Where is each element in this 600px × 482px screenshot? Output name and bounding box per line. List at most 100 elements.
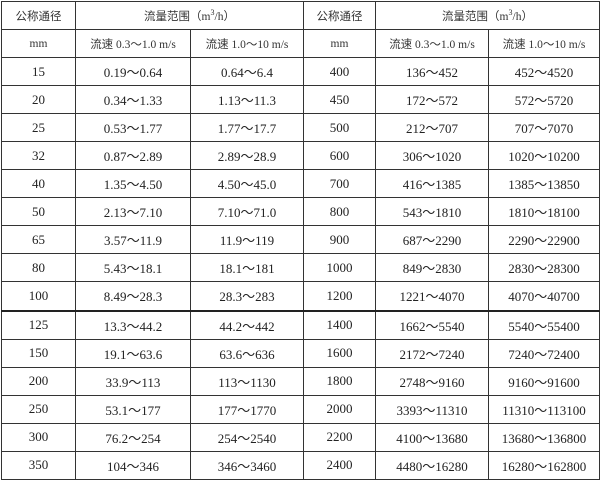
- flow-high-cell: 7.10～71.0: [190, 197, 304, 227]
- flow-high-cell: 572～5720: [488, 85, 600, 115]
- unit-mm-header: mm: [303, 29, 376, 59]
- diameter-cell: 1000: [303, 253, 376, 283]
- flow-high-cell: 18.1～181: [190, 253, 304, 283]
- flow-low-cell: 543～1810: [375, 197, 489, 227]
- diameter-cell: 1200: [303, 281, 376, 312]
- flow-low-cell: 1662～5540: [375, 309, 489, 340]
- velocity-low-header: 流速 0.3～1.0 m/s: [75, 29, 191, 59]
- diameter-cell: 350: [1, 450, 76, 481]
- flow-high-cell: 2290～22900: [488, 225, 600, 255]
- diameter-cell: 600: [303, 141, 376, 171]
- flow-high-cell: 346～3460: [190, 450, 304, 481]
- nominal-diameter-header: 公称通径: [1, 0, 76, 31]
- diameter-cell: 1800: [303, 366, 376, 396]
- flow-high-cell: 5540～55400: [488, 309, 600, 340]
- flow-high-cell: 4070～40700: [488, 281, 600, 312]
- flow-high-cell: 2.89～28.9: [190, 141, 304, 171]
- flow-high-cell: 44.2～442: [190, 309, 304, 340]
- table-row: 150 19.1～63.6 63.6～636 1600 2172～7240 7240～72…: [1, 338, 600, 368]
- flow-low-cell: 2172～7240: [375, 338, 489, 368]
- diameter-cell: 125: [1, 309, 76, 340]
- table-row: 200 33.9～113 113～1130 1800 2748～9160 9160～916…: [1, 366, 600, 396]
- velocity-low-header: 流速 0.3～1.0 m/s: [375, 29, 489, 59]
- diameter-cell: 32: [1, 141, 76, 171]
- table-row: 40 1.35～4.50 4.50～45.0 700 416～1385 1385～1385…: [1, 169, 600, 199]
- diameter-cell: 400: [303, 57, 376, 87]
- flow-high-cell: 1385～13850: [488, 169, 600, 199]
- flow-high-cell: 2830～28300: [488, 253, 600, 283]
- flow-high-cell: 0.64～6.4: [190, 57, 304, 87]
- flow-high-cell: 1.13～11.3: [190, 85, 304, 115]
- flow-low-cell: 849～2830: [375, 253, 489, 283]
- table-row: 32 0.87～2.89 2.89～28.9 600 306～1020 1020～1020…: [1, 141, 600, 171]
- flow-low-cell: 1.35～4.50: [75, 169, 191, 199]
- diameter-cell: 2000: [303, 394, 376, 424]
- flow-low-cell: 136～452: [375, 57, 489, 87]
- flow-low-cell: 8.49～28.3: [75, 281, 191, 312]
- diameter-cell: 250: [1, 394, 76, 424]
- flow-low-cell: 306～1020: [375, 141, 489, 171]
- flow-low-cell: 104～346: [75, 450, 191, 481]
- flow-low-cell: 3393～11310: [375, 394, 489, 424]
- diameter-cell: 40: [1, 169, 76, 199]
- flow-high-cell: 113～1130: [190, 366, 304, 396]
- table-row: 350 104～346 346～3460 2400 4480～16280 16280～16…: [1, 450, 600, 481]
- diameter-cell: 700: [303, 169, 376, 199]
- table-row: 80 5.43～18.1 18.1～181 1000 849～2830 2830～2830…: [1, 253, 600, 283]
- diameter-cell: 2400: [303, 450, 376, 481]
- flow-low-cell: 687～2290: [375, 225, 489, 255]
- table-row: 50 2.13～7.10 7.10～71.0 800 543～1810 1810～1810…: [1, 197, 600, 227]
- flow-low-cell: 1221～4070: [375, 281, 489, 312]
- flow-low-cell: 416～1385: [375, 169, 489, 199]
- flow-high-cell: 11310～113100: [488, 394, 600, 424]
- diameter-cell: 100: [1, 281, 76, 312]
- flow-low-cell: 2748～9160: [375, 366, 489, 396]
- diameter-cell: 900: [303, 225, 376, 255]
- diameter-cell: 500: [303, 113, 376, 143]
- flow-high-cell: 4.50～45.0: [190, 169, 304, 199]
- table-row: 20 0.34～1.33 1.13～11.3 450 172～572 572～5720: [1, 85, 600, 115]
- flow-low-cell: 5.43～18.1: [75, 253, 191, 283]
- flow-low-cell: 172～572: [375, 85, 489, 115]
- flow-high-cell: 13680～136800: [488, 422, 600, 452]
- diameter-cell: 150: [1, 338, 76, 368]
- diameter-cell: 65: [1, 225, 76, 255]
- velocity-high-header: 流速 1.0～10 m/s: [488, 29, 600, 59]
- flow-low-cell: 212～707: [375, 113, 489, 143]
- diameter-cell: 25: [1, 113, 76, 143]
- flow-low-cell: 4100～13680: [375, 422, 489, 452]
- diameter-cell: 200: [1, 366, 76, 396]
- flow-high-cell: 11.9～119: [190, 225, 304, 255]
- diameter-cell: 450: [303, 85, 376, 115]
- diameter-cell: 800: [303, 197, 376, 227]
- flow-high-cell: 254～2540: [190, 422, 304, 452]
- header-row-2: mm 流速 0.3～1.0 m/s 流速 1.0～10 m/s mm 流速 0.…: [1, 29, 600, 59]
- flow-high-cell: 7240～72400: [488, 338, 600, 368]
- diameter-cell: 20: [1, 85, 76, 115]
- flow-low-cell: 19.1～63.6: [75, 338, 191, 368]
- flow-low-cell: 0.87～2.89: [75, 141, 191, 171]
- diameter-cell: 80: [1, 253, 76, 283]
- velocity-high-header: 流速 1.0～10 m/s: [190, 29, 304, 59]
- flow-low-cell: 0.53～1.77: [75, 113, 191, 143]
- flow-low-cell: 3.57～11.9: [75, 225, 191, 255]
- flow-low-cell: 33.9～113: [75, 366, 191, 396]
- diameter-cell: 50: [1, 197, 76, 227]
- diameter-cell: 15: [1, 57, 76, 87]
- table-row: 25 0.53～1.77 1.77～17.7 500 212～707 707～7070: [1, 113, 600, 143]
- table-row: 15 0.19～0.64 0.64～6.4 400 136～452 452～4520: [1, 57, 600, 87]
- nominal-diameter-header: 公称通径: [303, 0, 376, 31]
- flow-high-cell: 1810～18100: [488, 197, 600, 227]
- diameter-cell: 1400: [303, 309, 376, 340]
- flow-high-cell: 16280～162800: [488, 450, 600, 481]
- flow-low-cell: 0.19～0.64: [75, 57, 191, 87]
- diameter-cell: 2200: [303, 422, 376, 452]
- table-row: 100 8.49～28.3 28.3～283 1200 1221～4070 4070～40…: [1, 281, 600, 312]
- flow-high-cell: 9160～91600: [488, 366, 600, 396]
- flow-high-cell: 63.6～636: [190, 338, 304, 368]
- header-row-1: 公称通径 流量范围（m3/h） 公称通径 流量范围（m3/h）: [1, 0, 600, 31]
- table-row: 300 76.2～254 254～2540 2200 4100～13680 13680～1…: [1, 422, 600, 452]
- table-row: 250 53.1～177 177～1770 2000 3393～11310 11310～1…: [1, 394, 600, 424]
- flow-low-cell: 0.34～1.33: [75, 85, 191, 115]
